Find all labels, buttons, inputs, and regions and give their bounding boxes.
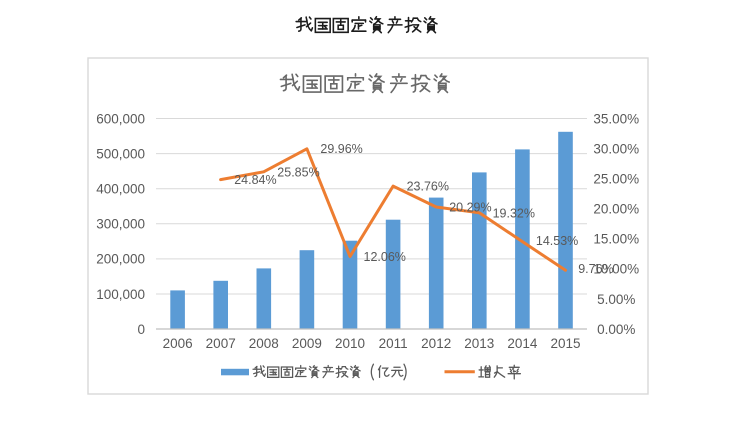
svg-text:100,000: 100,000	[96, 287, 145, 302]
svg-text:20.29%: 20.29%	[449, 201, 491, 215]
svg-text:2007: 2007	[206, 336, 236, 351]
svg-text:0: 0	[137, 322, 145, 337]
svg-text:500,000: 500,000	[96, 146, 145, 161]
svg-text:12.06%: 12.06%	[364, 250, 406, 264]
svg-text:2006: 2006	[163, 336, 193, 351]
svg-text:10.00%: 10.00%	[593, 262, 639, 277]
svg-text:200,000: 200,000	[96, 252, 145, 267]
svg-text:600,000: 600,000	[96, 111, 145, 126]
svg-text:9.76%: 9.76%	[578, 262, 613, 276]
svg-text:2010: 2010	[335, 336, 365, 351]
svg-text:23.76%: 23.76%	[407, 180, 449, 194]
svg-text:24.84%: 24.84%	[234, 173, 276, 187]
svg-text:14.53%: 14.53%	[536, 234, 578, 248]
svg-text:5.00%: 5.00%	[597, 292, 635, 307]
svg-text:400,000: 400,000	[96, 182, 145, 197]
svg-text:35.00%: 35.00%	[593, 111, 639, 126]
svg-text:2015: 2015	[550, 336, 580, 351]
svg-text:300,000: 300,000	[96, 217, 145, 232]
svg-text:15.00%: 15.00%	[593, 232, 639, 247]
svg-text:2011: 2011	[379, 336, 408, 351]
svg-text:25.85%: 25.85%	[277, 166, 319, 180]
svg-text:2014: 2014	[507, 336, 538, 351]
svg-text:29.96%: 29.96%	[320, 142, 362, 156]
svg-text:2009: 2009	[292, 336, 322, 351]
svg-text:2013: 2013	[464, 336, 494, 351]
svg-text:0.00%: 0.00%	[597, 322, 635, 337]
svg-text:25.00%: 25.00%	[593, 172, 639, 187]
svg-text:19.32%: 19.32%	[493, 207, 535, 221]
svg-text:30.00%: 30.00%	[593, 141, 639, 156]
svg-text:2012: 2012	[421, 336, 451, 351]
svg-text:20.00%: 20.00%	[593, 202, 639, 217]
svg-text:2008: 2008	[249, 336, 279, 351]
